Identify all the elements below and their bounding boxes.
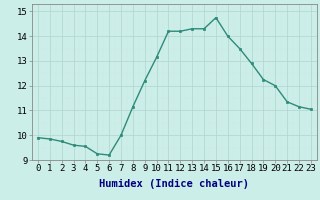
X-axis label: Humidex (Indice chaleur): Humidex (Indice chaleur) bbox=[100, 179, 249, 189]
